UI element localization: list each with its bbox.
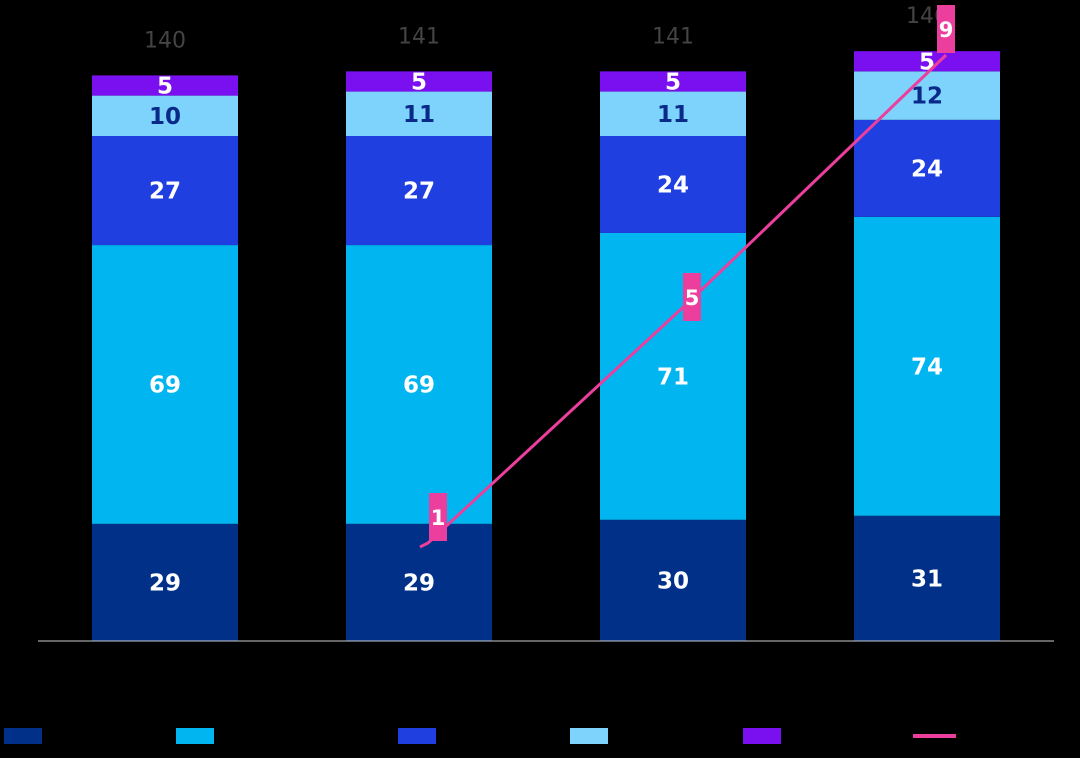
bar-segment (346, 245, 492, 524)
trend-line-group: 1 5 9 (419, 5, 955, 549)
trend-point-label: 9 (939, 18, 954, 42)
bar-segment (92, 75, 238, 96)
legend (4, 728, 956, 744)
legend-swatch (743, 728, 781, 744)
bar-segment (92, 245, 238, 524)
bar-segment (854, 51, 1000, 72)
bar-segment (600, 136, 746, 233)
segment-value-label: 69 (403, 372, 435, 398)
legend-swatch (570, 728, 608, 744)
segment-value-label: 5 (665, 69, 681, 95)
bar-segment (346, 136, 492, 246)
legend-swatch (398, 728, 436, 744)
trend-point-marker (429, 493, 447, 541)
segment-value-label: 12 (911, 84, 943, 110)
bar-segment (92, 523, 238, 641)
trend-point-marker (683, 273, 701, 321)
segment-value-label: 27 (149, 179, 181, 205)
segment-value-label: 31 (911, 566, 943, 592)
bar-segment (854, 216, 1000, 516)
bar-segment (600, 71, 746, 92)
bars-group: 29 69 27 10 5 29 69 27 11 5 30 71 24 11 5 31 74 24 12 5 (92, 49, 1000, 641)
segment-value-label: 10 (149, 104, 181, 130)
bar-segment (854, 71, 1000, 120)
segment-value-label: 29 (403, 570, 435, 596)
bar-segment (600, 232, 746, 520)
total-value-label: 141 (398, 24, 440, 49)
segment-value-label: 5 (411, 69, 427, 95)
segment-value-label: 69 (149, 372, 181, 398)
segment-value-label: 29 (149, 570, 181, 596)
bar-segment (600, 519, 746, 641)
bar-segment (346, 71, 492, 92)
bar-segment (854, 119, 1000, 217)
segment-value-label: 11 (403, 102, 435, 128)
trend-point-label: 1 (431, 506, 446, 530)
trend-point-marker (937, 5, 955, 53)
total-value-label: 140 (144, 28, 186, 53)
segment-value-label: 5 (157, 74, 173, 100)
segment-value-label: 71 (657, 364, 689, 390)
segment-value-label: 27 (403, 179, 435, 205)
legend-swatch (176, 728, 214, 744)
bar-segment (92, 95, 238, 136)
bar-segment (346, 91, 492, 136)
trend-line (419, 53, 948, 549)
trend-point-label: 5 (685, 286, 700, 310)
bar-segment (600, 91, 746, 136)
segment-value-label: 30 (657, 568, 689, 594)
segment-value-label: 74 (911, 354, 943, 380)
segment-value-label: 11 (657, 102, 689, 128)
bar-segment (346, 523, 492, 641)
segment-value-label: 24 (657, 172, 689, 198)
bar-segment (92, 136, 238, 246)
legend-swatch (4, 728, 42, 744)
total-value-label: 141 (652, 24, 694, 49)
segment-value-label: 24 (911, 156, 943, 182)
bar-segment (854, 515, 1000, 641)
